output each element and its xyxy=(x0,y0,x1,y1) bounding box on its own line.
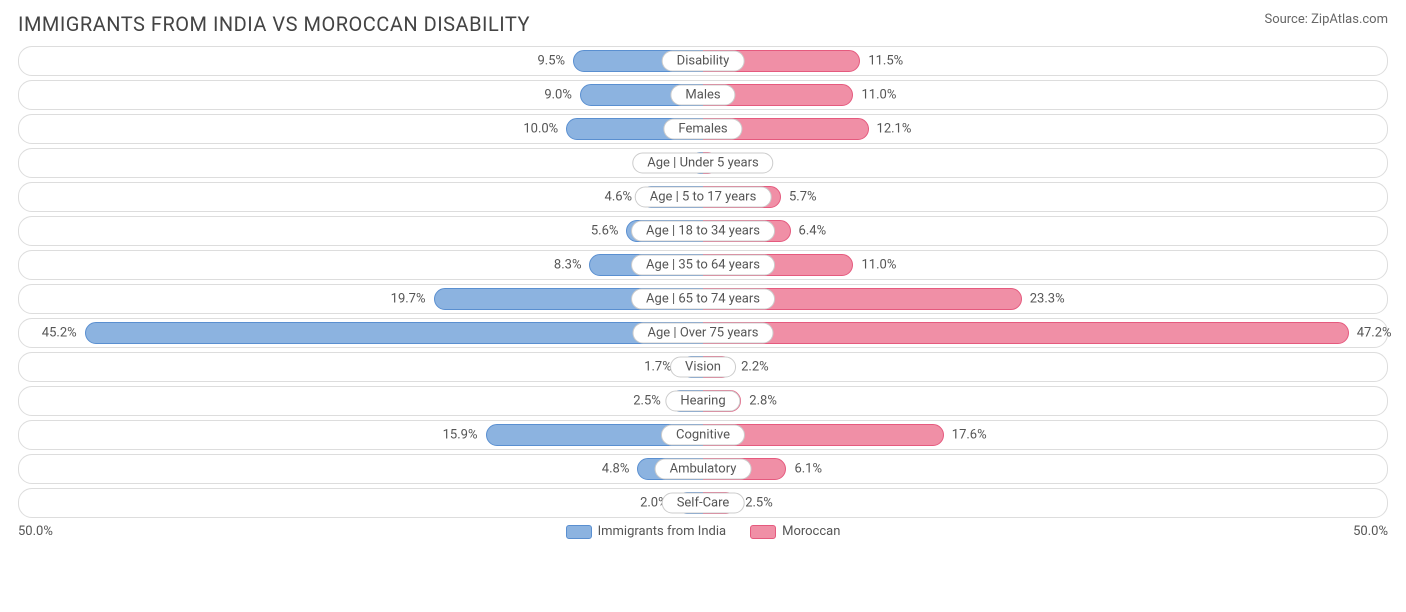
category-label: Age | 5 to 17 years xyxy=(635,187,772,208)
value-right: 2.5% xyxy=(745,496,773,511)
value-right: 6.4% xyxy=(799,224,827,239)
value-right: 11.5% xyxy=(868,54,903,69)
chart-header: IMMIGRANTS FROM INDIA VS MOROCCAN DISABI… xyxy=(0,0,1406,42)
value-left: 9.0% xyxy=(544,88,572,103)
category-label: Age | 35 to 64 years xyxy=(631,255,775,276)
chart-row: 1.0%1.2%Age | Under 5 years xyxy=(18,148,1388,178)
category-label: Females xyxy=(663,119,742,140)
value-right: 11.0% xyxy=(861,88,896,103)
legend-item-right: Moroccan xyxy=(750,524,840,539)
chart-row: 2.0%2.5%Self-Care xyxy=(18,488,1388,518)
category-label: Cognitive xyxy=(661,425,745,446)
chart-area: 9.5% 11.5% Disability 9.0% 11.0% Males 10.0% 12… xyxy=(0,42,1406,518)
chart-footer: 50.0% Immigrants from India Moroccan 50.… xyxy=(0,522,1406,539)
value-right: 12.1% xyxy=(877,122,912,137)
axis-left-max: 50.0% xyxy=(18,524,53,539)
value-right: 17.6% xyxy=(952,428,987,443)
value-right: 47.2% xyxy=(1357,326,1392,341)
chart-row: 9.5% 11.5% Disability xyxy=(18,46,1388,76)
category-label: Vision xyxy=(670,357,736,378)
value-right: 11.0% xyxy=(861,258,896,273)
value-left: 45.2% xyxy=(42,326,77,341)
value-left: 9.5% xyxy=(537,54,565,69)
bar-right xyxy=(703,322,1349,344)
legend-label-left: Immigrants from India xyxy=(598,524,727,539)
category-label: Self-Care xyxy=(662,493,745,514)
chart-source: Source: ZipAtlas.com xyxy=(1264,12,1388,27)
value-right: 6.1% xyxy=(794,462,822,477)
chart-row: 19.7% 23.3% Age | 65 to 74 years xyxy=(18,284,1388,314)
chart-title: IMMIGRANTS FROM INDIA VS MOROCCAN DISABI… xyxy=(18,12,530,36)
chart-row: 1.7% 2.2% Vision xyxy=(18,352,1388,382)
chart-row: 4.6% 5.7% Age | 5 to 17 years xyxy=(18,182,1388,212)
bar-left xyxy=(85,322,703,344)
value-right: 5.7% xyxy=(789,190,817,205)
legend: Immigrants from India Moroccan xyxy=(566,524,841,539)
legend-item-left: Immigrants from India xyxy=(566,524,727,539)
value-left: 15.9% xyxy=(443,428,478,443)
value-left: 4.6% xyxy=(605,190,633,205)
value-left: 2.5% xyxy=(633,394,661,409)
chart-row: 15.9% 17.6% Cognitive xyxy=(18,420,1388,450)
chart-row: 45.2%47.2%Age | Over 75 years xyxy=(18,318,1388,348)
value-right: 2.2% xyxy=(741,360,769,375)
value-left: 8.3% xyxy=(554,258,582,273)
value-left: 5.6% xyxy=(591,224,619,239)
category-label: Age | Under 5 years xyxy=(632,153,773,174)
category-label: Age | 65 to 74 years xyxy=(631,289,775,310)
category-label: Hearing xyxy=(665,391,740,412)
category-label: Males xyxy=(670,85,735,106)
category-label: Ambulatory xyxy=(655,459,752,480)
legend-label-right: Moroccan xyxy=(782,524,840,539)
value-right: 23.3% xyxy=(1030,292,1065,307)
value-left: 19.7% xyxy=(391,292,426,307)
chart-row: 4.8% 6.1% Ambulatory xyxy=(18,454,1388,484)
category-label: Disability xyxy=(662,51,745,72)
chart-row: 9.0% 11.0% Males xyxy=(18,80,1388,110)
value-right: 2.8% xyxy=(749,394,777,409)
chart-row: 2.5% 2.8% Hearing xyxy=(18,386,1388,416)
category-label: Age | 18 to 34 years xyxy=(631,221,775,242)
value-left: 10.0% xyxy=(523,122,558,137)
legend-swatch-left xyxy=(566,525,592,539)
chart-row: 8.3% 11.0% Age | 35 to 64 years xyxy=(18,250,1388,280)
chart-row: 5.6% 6.4% Age | 18 to 34 years xyxy=(18,216,1388,246)
value-left: 1.7% xyxy=(644,360,672,375)
legend-swatch-right xyxy=(750,525,776,539)
chart-row: 10.0% 12.1% Females xyxy=(18,114,1388,144)
category-label: Age | Over 75 years xyxy=(633,323,774,344)
axis-right-max: 50.0% xyxy=(1353,524,1388,539)
value-left: 4.8% xyxy=(602,462,630,477)
